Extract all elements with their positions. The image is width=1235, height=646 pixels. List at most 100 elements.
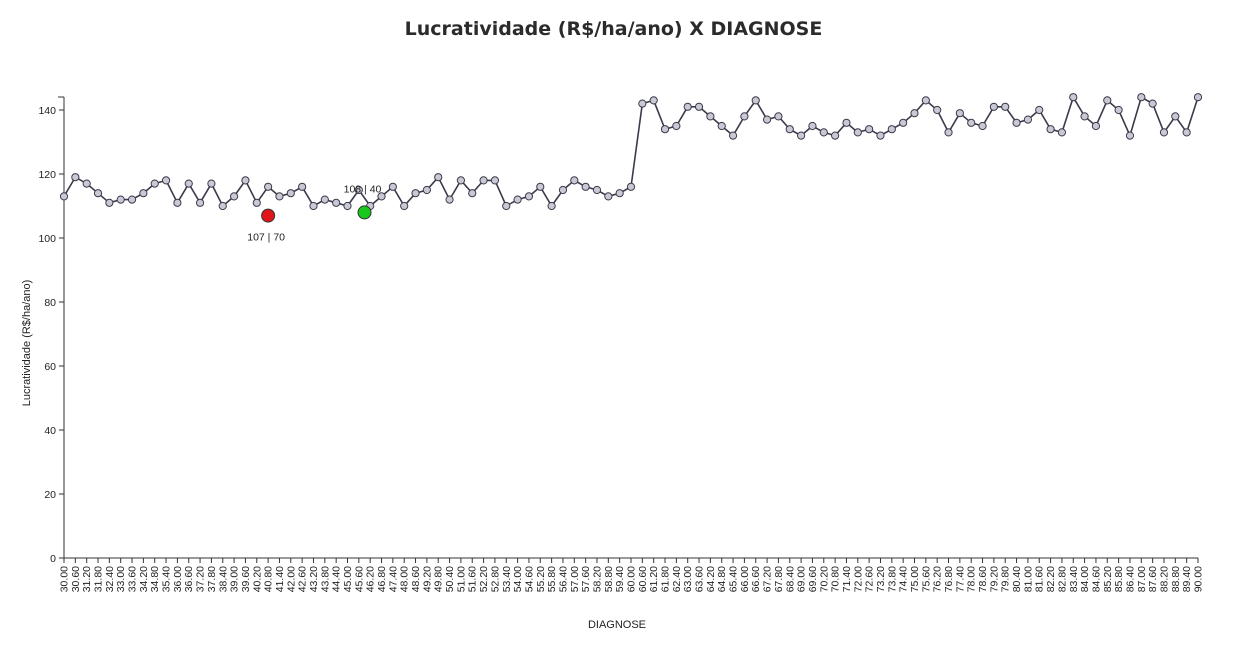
data-point: [264, 182, 273, 191]
x-tick-label: 76.80: [943, 566, 955, 592]
data-point: [1001, 102, 1010, 111]
x-tick-label: 64.80: [716, 566, 728, 592]
x-tick-label: 72.60: [864, 566, 876, 592]
x-tick-label: 87.60: [1147, 566, 1159, 592]
x-tick-label: 55.20: [535, 566, 547, 592]
data-point: [150, 179, 159, 188]
data-point: [1080, 112, 1089, 121]
x-tick-label: 77.40: [954, 566, 966, 592]
data-point: [252, 198, 261, 207]
data-point: [1046, 125, 1055, 134]
x-tick-label: 76.20: [932, 566, 944, 592]
x-tick-label: 62.40: [671, 566, 683, 592]
data-point: [797, 131, 806, 140]
x-tick-label: 61.20: [648, 566, 660, 592]
data-point: [638, 99, 647, 108]
x-tick-label: 59.40: [614, 566, 626, 592]
data-point: [899, 118, 908, 127]
x-tick-label: 73.20: [875, 566, 887, 592]
data-point: [332, 198, 341, 207]
data-point: [887, 125, 896, 134]
x-tick-label: 36.60: [183, 566, 195, 592]
data-point: [207, 179, 216, 188]
data-point: [490, 176, 500, 185]
data-point: [275, 192, 284, 201]
y-tick-label: 0: [50, 553, 56, 565]
x-tick-label: 32.40: [104, 566, 116, 592]
x-tick-label: 72.00: [852, 566, 864, 592]
data-point: [1091, 121, 1101, 131]
x-tick-label: 34.20: [138, 566, 150, 592]
x-tick-label: 66.00: [739, 566, 751, 592]
data-point: [388, 182, 397, 191]
x-tick-label: 71.40: [841, 566, 853, 592]
data-point: [728, 131, 738, 140]
highlight-point-green: [357, 205, 372, 220]
x-tick-label: 90.00: [1193, 566, 1205, 592]
data-point: [1057, 128, 1067, 137]
x-tick-label: 40.20: [251, 566, 263, 592]
data-point: [683, 102, 692, 111]
data-point: [445, 195, 454, 204]
data-point: [717, 121, 726, 131]
x-tick-label: 30.00: [59, 566, 71, 592]
data-point: [615, 189, 624, 198]
x-tick-label: 82.80: [1056, 566, 1068, 592]
data-point: [547, 201, 556, 211]
data-point: [1023, 115, 1033, 124]
data-point: [1069, 93, 1078, 102]
data-point: [967, 118, 976, 127]
data-point: [762, 115, 772, 124]
highlight-point-red: [261, 208, 276, 223]
x-tick-label: 79.20: [988, 566, 1000, 592]
x-tick-label: 51.00: [455, 566, 467, 592]
x-tick-label: 69.60: [807, 566, 819, 592]
x-tick-label: 55.80: [546, 566, 558, 592]
data-point: [422, 185, 431, 195]
x-tick-label: 85.80: [1113, 566, 1125, 592]
x-tick-label: 48.00: [399, 566, 411, 592]
data-point: [865, 125, 874, 134]
x-tick-label: 46.80: [376, 566, 388, 592]
x-tick-label: 84.00: [1079, 566, 1091, 592]
data-point: [320, 195, 329, 204]
data-point: [842, 118, 851, 127]
x-tick-label: 57.60: [580, 566, 592, 592]
x-tick-label: 88.80: [1170, 566, 1182, 592]
data-point: [218, 201, 227, 211]
data-point: [184, 179, 193, 188]
data-point: [581, 182, 590, 191]
data-point: [105, 198, 114, 207]
data-points: [59, 93, 1203, 211]
x-tick-label: 42.60: [297, 566, 309, 592]
data-point: [536, 182, 545, 191]
data-point: [116, 195, 125, 204]
data-point: [989, 102, 998, 111]
data-point: [672, 121, 681, 131]
y-tick-label: 80: [44, 297, 56, 309]
data-point: [1137, 93, 1146, 102]
data-point: [570, 176, 579, 185]
highlight-label-green: 108 | 40: [344, 183, 382, 195]
data-point: [343, 201, 352, 211]
y-axis-title: Lucratividade (R$/ha/ano): [21, 280, 33, 407]
highlight-label-red: 107 | 70: [247, 232, 285, 244]
x-tick-label: 56.40: [557, 566, 569, 592]
x-tick-label: 83.40: [1068, 566, 1080, 592]
x-tick-label: 82.20: [1045, 566, 1057, 592]
y-tick-label: 60: [44, 361, 56, 373]
data-point: [524, 192, 534, 201]
x-tick-label: 86.40: [1124, 566, 1136, 592]
data-point: [354, 185, 363, 195]
data-point: [910, 109, 919, 118]
data-point: [468, 189, 477, 198]
data-point: [502, 201, 511, 211]
highlight-points: 107 | 70 108 | 40: [247, 183, 381, 243]
x-tick-label: 38.40: [217, 566, 229, 592]
data-point: [604, 192, 613, 201]
data-point: [1012, 118, 1021, 127]
x-tick-label: 80.40: [1011, 566, 1023, 592]
x-tick-label: 73.80: [886, 566, 898, 592]
x-tick-label: 39.60: [240, 566, 252, 592]
